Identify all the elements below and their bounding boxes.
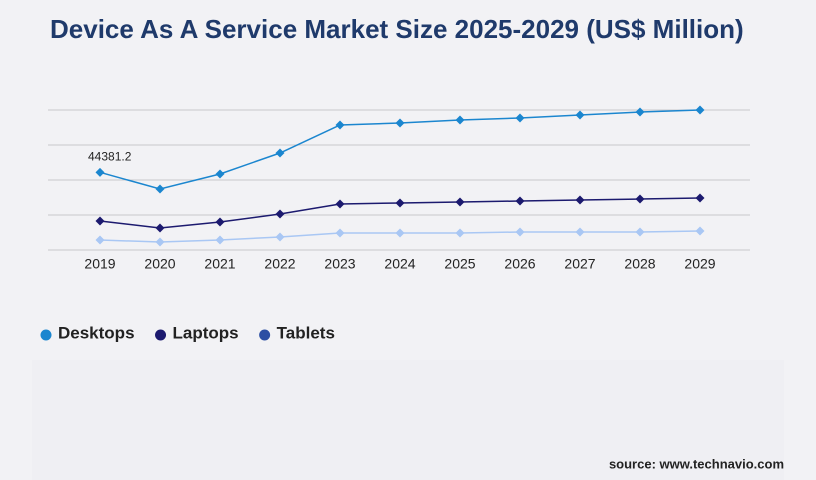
x-tick-label: 2020: [144, 256, 175, 272]
x-tick-label: 2024: [384, 256, 415, 272]
point: [395, 198, 405, 208]
legend-label: Tablets: [277, 323, 335, 342]
chart-title: Device As A Service Market Size 2025-202…: [50, 14, 744, 44]
point: [95, 167, 105, 177]
point: [275, 148, 285, 158]
point: [575, 195, 585, 205]
source: source: www.technavio.com: [609, 456, 784, 471]
point: [335, 120, 345, 130]
point: [395, 118, 405, 128]
point: [575, 110, 585, 120]
x-tick-label: 2025: [444, 256, 475, 272]
point: [395, 228, 405, 238]
point: [215, 169, 225, 179]
point: [155, 184, 165, 194]
point: [335, 199, 345, 209]
point: [155, 237, 165, 247]
point: [515, 227, 525, 237]
point: [215, 235, 225, 245]
panel: [32, 360, 784, 480]
x-tick-label: 2023: [324, 256, 355, 272]
x-tick-label: 2026: [504, 256, 535, 272]
point: [215, 217, 225, 227]
x-tick-label: 2022: [264, 256, 295, 272]
point: [455, 197, 465, 207]
point: [515, 196, 525, 206]
point: [635, 227, 645, 237]
point: [335, 228, 345, 238]
legend-marker: [40, 329, 52, 341]
x-tick-label: 2028: [624, 256, 655, 272]
legend-label: Desktops: [58, 323, 135, 342]
x-tick-label: 2019: [84, 256, 115, 272]
point: [575, 227, 585, 237]
point: [455, 115, 465, 125]
point: [95, 216, 105, 226]
x-tick-label: 2029: [684, 256, 715, 272]
legend-marker: [259, 329, 271, 341]
x-tick-label: 2021: [204, 256, 235, 272]
point: [155, 223, 165, 233]
point: [275, 209, 285, 219]
point: [455, 228, 465, 238]
point: [695, 105, 705, 115]
point: [635, 194, 645, 204]
x-tick-label: 2027: [564, 256, 595, 272]
point: [275, 232, 285, 242]
data-label: 44381.2: [88, 150, 132, 164]
point: [695, 193, 705, 203]
point: [695, 226, 705, 236]
legend-label: Laptops: [173, 323, 239, 342]
point: [515, 113, 525, 123]
legend-marker: [155, 329, 167, 341]
point: [635, 107, 645, 117]
point: [95, 235, 105, 245]
